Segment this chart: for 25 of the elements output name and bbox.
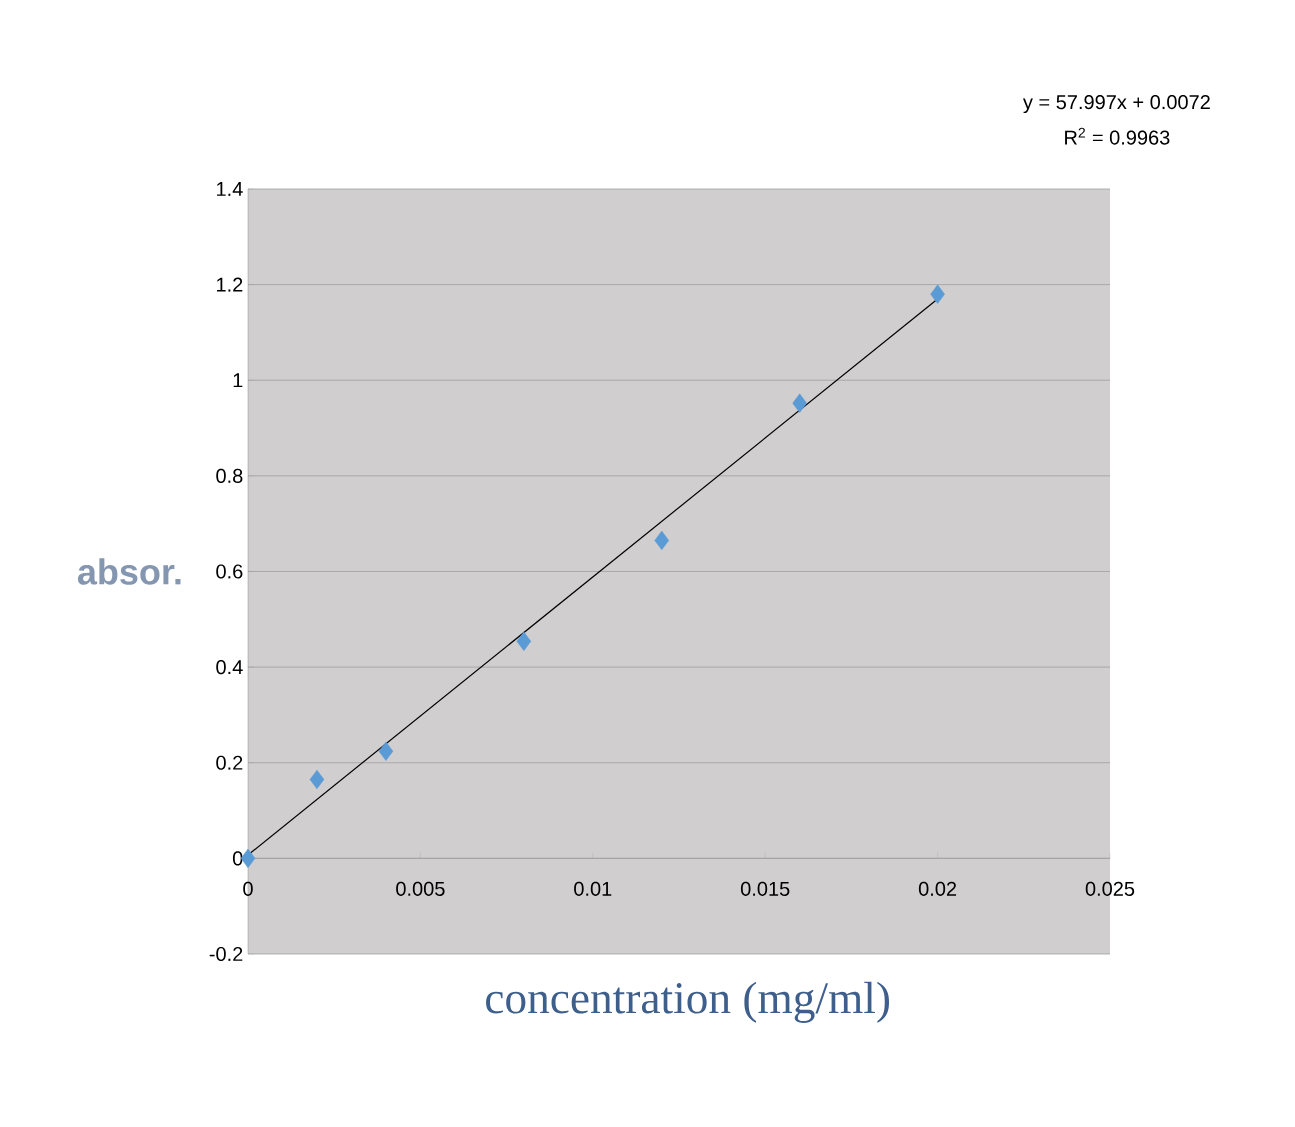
y-tick-label: 1 (233, 373, 243, 388)
y-tick-label: 0.2 (216, 755, 243, 770)
y-tick-label: 0 (232, 851, 243, 866)
point (309, 769, 325, 790)
point (378, 741, 394, 761)
point (654, 530, 670, 551)
y-tick-label: 1.2 (217, 277, 243, 292)
x-axis-title: concentration (mg/ml) (486, 981, 890, 1023)
x-tick-label: 0.01 (574, 881, 612, 896)
x-tick-label: 0 (243, 881, 253, 896)
point (930, 284, 945, 304)
y-axis-title: absor. (77, 558, 181, 585)
x-tick-label: 0.015 (740, 881, 790, 896)
x-tick-label: 0.025 (1085, 881, 1135, 896)
y-tick-label: 0.8 (216, 468, 243, 483)
y-tick-label: -0.2 (209, 946, 243, 962)
text: R$^{2}$ = 0.9963 (1065, 127, 1170, 145)
y-tick-label: 0.4 (216, 660, 243, 675)
point (792, 393, 807, 413)
text: y = 57.997x + 0.0072 (1022, 95, 1210, 114)
x-tick-label: 0.02 (918, 881, 957, 896)
point (516, 631, 532, 651)
x-tick-label: 0.005 (396, 881, 445, 896)
y-tick-label: 1.4 (217, 182, 243, 196)
y-tick-label: 0.6 (216, 564, 243, 579)
